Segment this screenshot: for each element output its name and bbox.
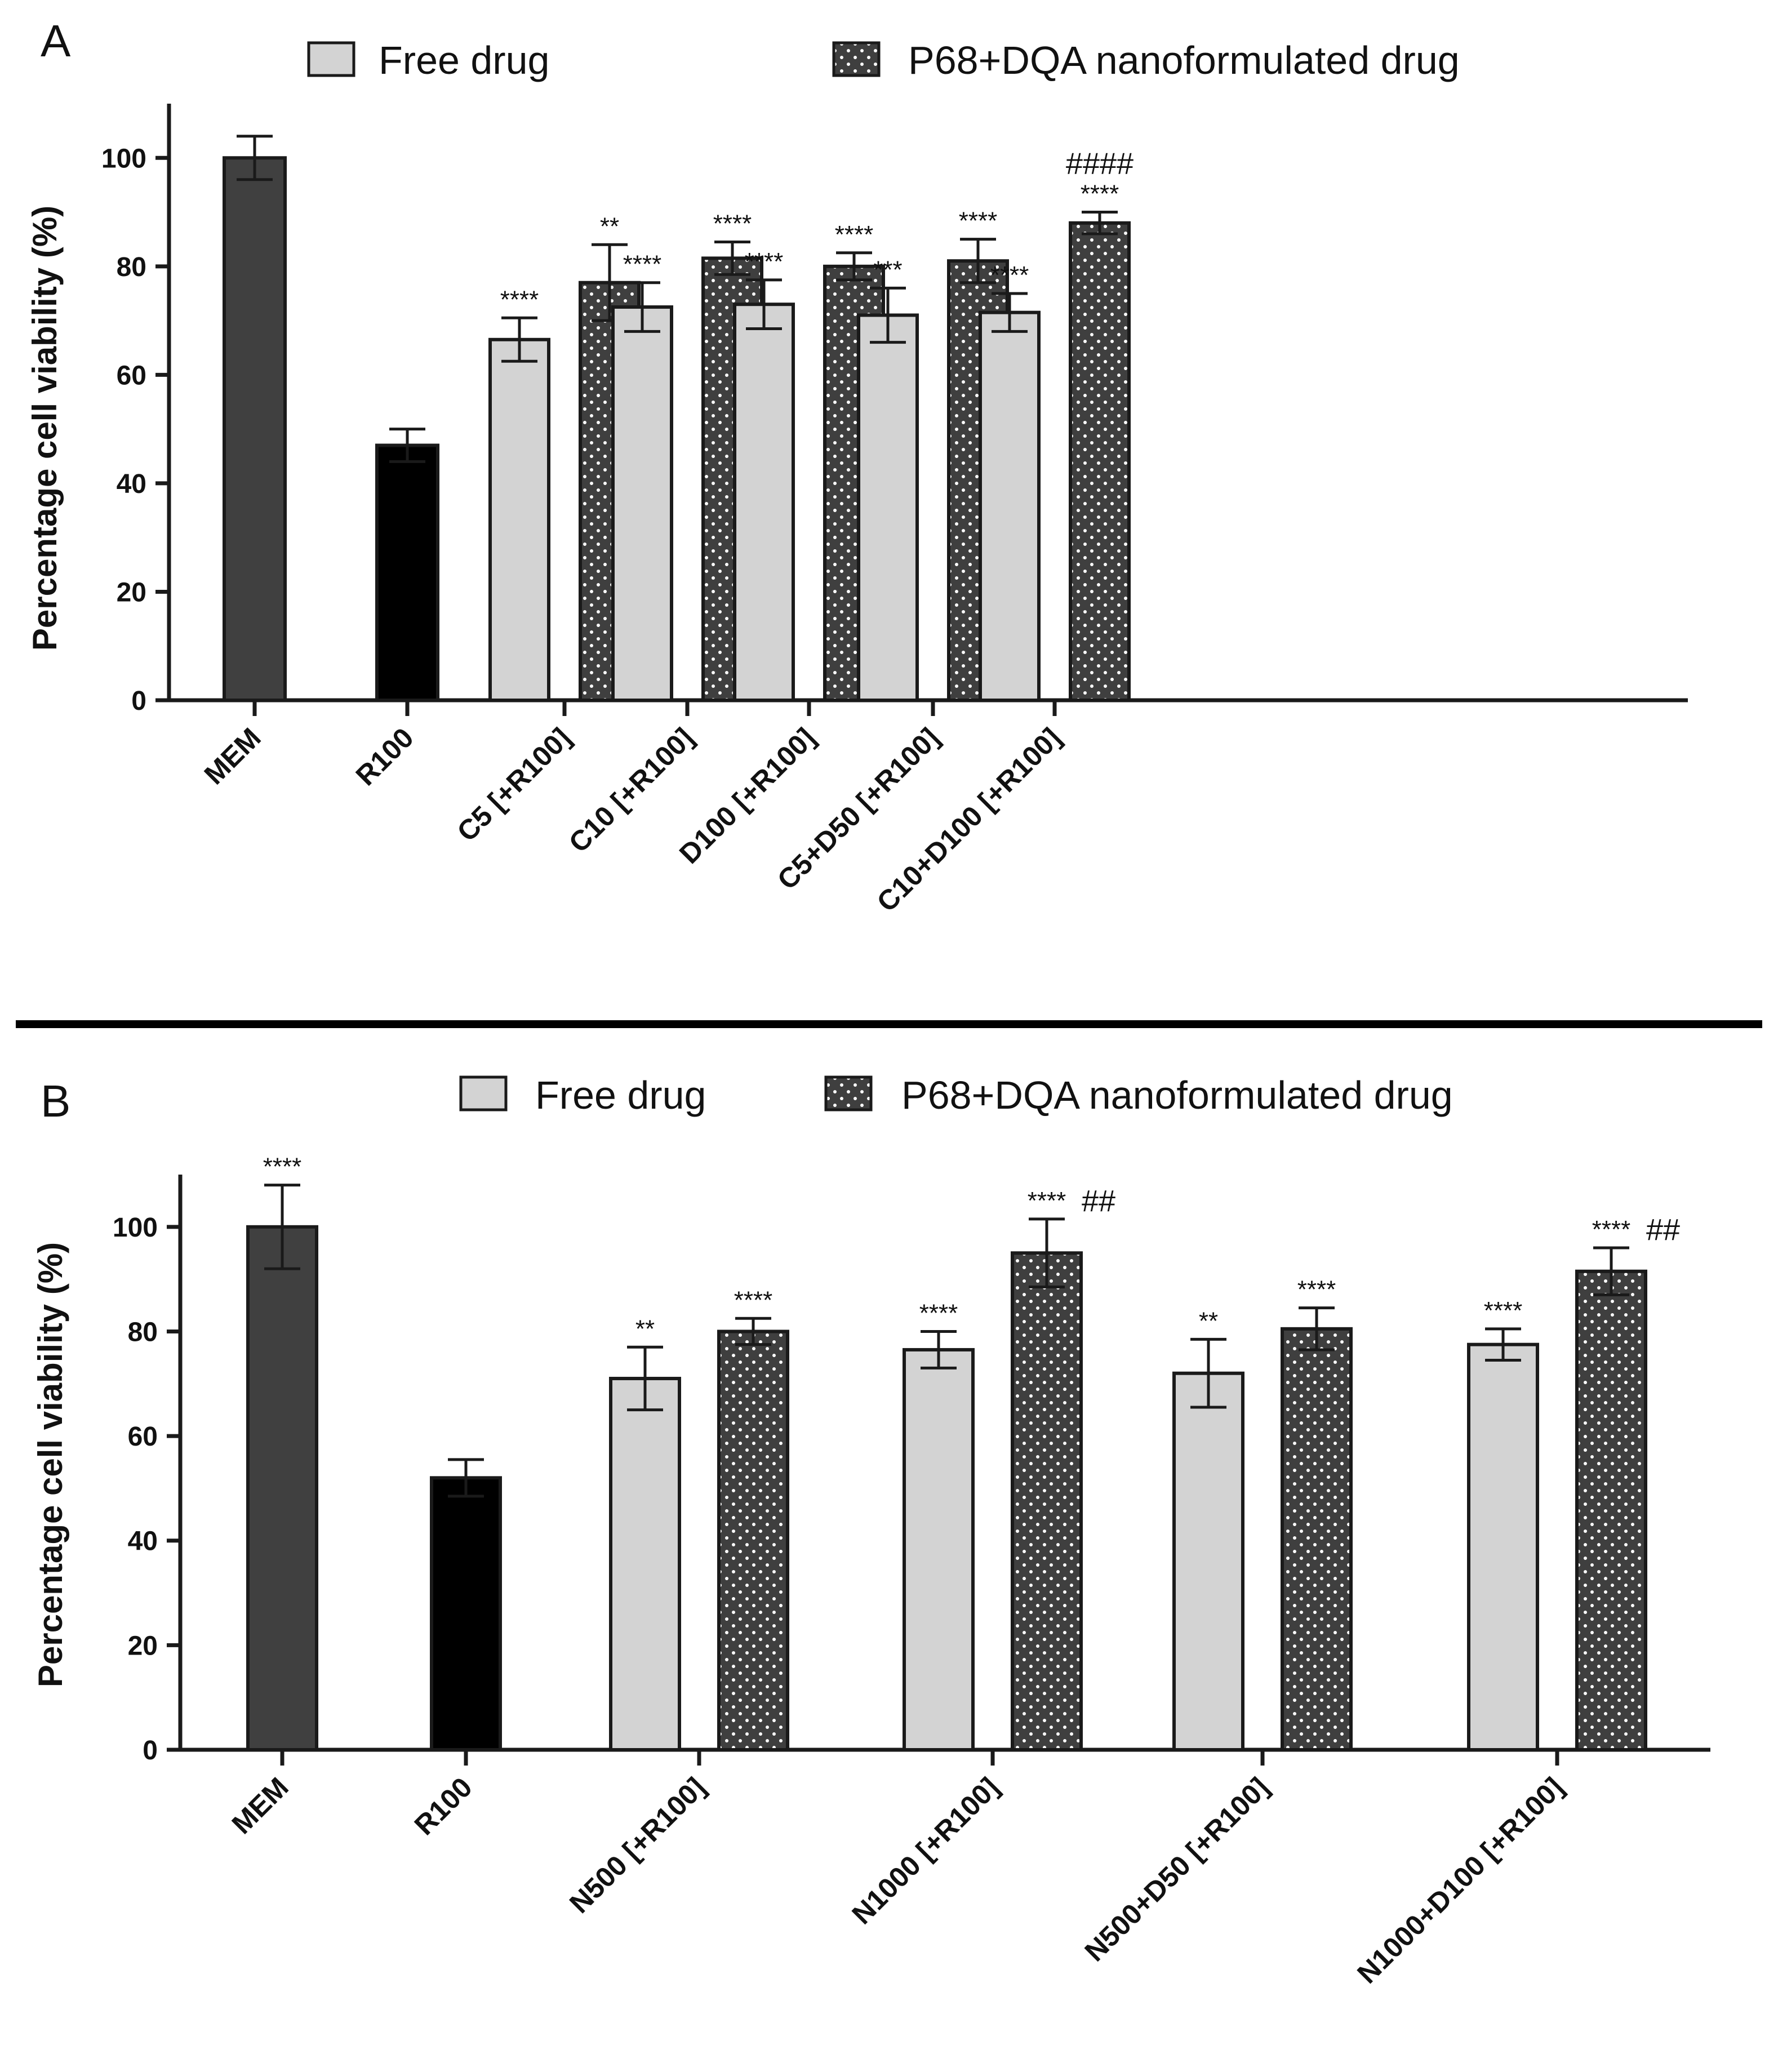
significance-label: **** [1592, 1216, 1631, 1243]
legend-swatch-nano [824, 1075, 873, 1111]
significance-label: ** [635, 1315, 655, 1342]
y-tick-label: 100 [101, 144, 146, 174]
bar-control-r100 [375, 443, 439, 702]
y-tick-label: 80 [117, 252, 146, 282]
x-tick-label: N1000+D100 [+R100] [1351, 1771, 1569, 1989]
significance-label: **** [745, 248, 784, 275]
significance-label: **** [500, 286, 539, 313]
significance-label: **** [990, 261, 1029, 289]
bar-free [488, 337, 550, 702]
significance-label: *** [873, 256, 902, 283]
x-tick-label: MEM [226, 1771, 295, 1840]
hash-significance-label: #### [1066, 147, 1134, 181]
legend-swatch-nano [832, 41, 881, 77]
legend-label-free: Free drug [535, 1073, 706, 1117]
y-tick-label: 0 [131, 686, 146, 716]
bar-free [609, 1376, 681, 1752]
x-tick-label: N500+D50 [+R100] [1079, 1771, 1275, 1967]
hash-significance-label: ## [1646, 1213, 1680, 1247]
panel-b: B Free drug P68+DQA nanoformulated drug … [32, 1073, 1710, 1990]
y-tick-label: 80 [128, 1317, 158, 1347]
x-tick-label: N500 [+R100] [563, 1771, 712, 1919]
significance-label: **** [734, 1286, 773, 1314]
legend-label-free: Free drug [379, 38, 549, 82]
x-tick-label: MEM [198, 722, 267, 790]
y-tick-label: 40 [128, 1527, 158, 1557]
legend-label-nano: P68+DQA nanoformulated drug [908, 38, 1460, 82]
y-tick-label: 20 [128, 1631, 158, 1661]
bar-nano [717, 1330, 789, 1752]
legend-a: Free drug P68+DQA nanoformulated drug [307, 38, 1460, 82]
x-tick-label: R100 [350, 722, 420, 792]
significance-label: **** [623, 251, 662, 278]
bar-nano [1069, 221, 1131, 702]
y-axis-label-b: Percentage cell viability (%) [32, 1242, 69, 1687]
legend-label-nano: P68+DQA nanoformulated drug [901, 1073, 1453, 1117]
panel-letter-a: A [41, 16, 71, 66]
bar-free [903, 1348, 975, 1751]
y-tick-label: 100 [113, 1213, 158, 1243]
significance-label: **** [919, 1299, 958, 1327]
significance-label: **** [1297, 1276, 1336, 1304]
x-tick-label: C10 [+R100] [563, 722, 700, 859]
y-tick-label: 40 [117, 469, 146, 499]
bar-free [1172, 1371, 1244, 1751]
significance-label: **** [959, 207, 998, 235]
y-tick-label: 0 [143, 1736, 158, 1766]
significance-label: **** [713, 210, 752, 237]
y-tick-label: 20 [117, 577, 146, 607]
legend-b: Free drug P68+DQA nanoformulated drug [459, 1073, 1453, 1117]
significance-label: **** [835, 221, 874, 248]
bar-free [979, 310, 1041, 702]
hash-significance-label: ## [1082, 1184, 1115, 1218]
significance-label: ** [1199, 1307, 1218, 1335]
bar-free [611, 305, 673, 702]
bar-free [857, 313, 919, 702]
x-tick-label: R100 [408, 1771, 478, 1841]
bar-nano [1281, 1327, 1353, 1752]
bar-free [733, 303, 795, 702]
significance-label: **** [1484, 1297, 1523, 1324]
y-axis-label-a: Percentage cell viability (%) [26, 206, 64, 651]
panel-a: A Free drug P68+DQA nanoformulated drug … [26, 16, 1688, 918]
bar-control-mem [246, 1225, 318, 1751]
y-tick-label: 60 [117, 361, 146, 390]
significance-label: **** [1028, 1187, 1066, 1215]
x-tick-label: C5 [+R100] [451, 722, 576, 847]
significance-label: **** [263, 1153, 302, 1181]
bar-nano [1011, 1251, 1083, 1751]
y-tick-label: 60 [128, 1422, 158, 1452]
bar-control-mem [223, 156, 287, 702]
bar-free [1467, 1342, 1539, 1752]
legend-swatch-free [459, 1075, 508, 1111]
panel-letter-b: B [41, 1076, 70, 1126]
bar-nano [1575, 1269, 1647, 1751]
x-tick-label: N1000 [+R100] [846, 1771, 1004, 1930]
bar-control-r100 [430, 1476, 502, 1751]
significance-label: **** [1081, 180, 1119, 208]
significance-label: ** [600, 212, 619, 240]
legend-swatch-free [307, 41, 355, 77]
